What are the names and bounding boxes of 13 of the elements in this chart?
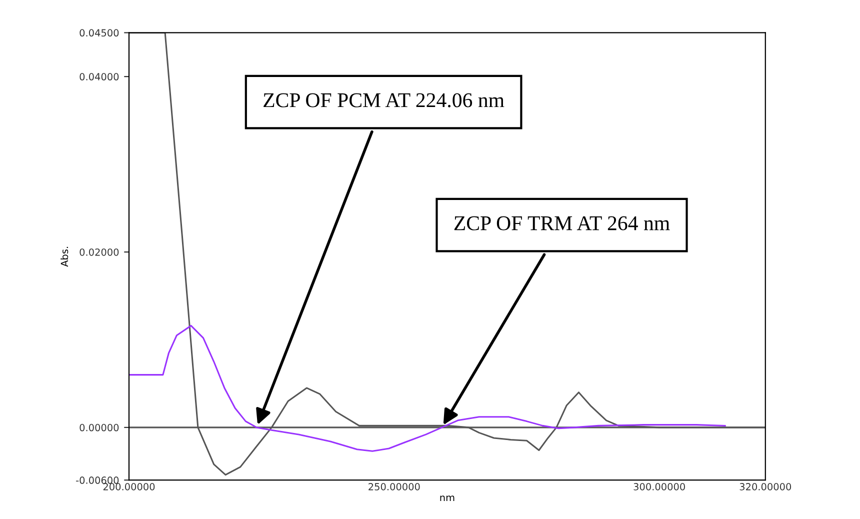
x-axis-title: nm <box>440 496 454 502</box>
y-tick-label: 0.00000 <box>80 424 119 432</box>
x-tick-label: 250.00000 <box>368 483 420 490</box>
y-tick-label: 0.04000 <box>80 73 119 80</box>
x-tick-label: 200.00000 <box>103 483 155 490</box>
annotation: ZCP OF TRM AT 264 nm <box>454 216 670 230</box>
y-tick-label: -0.00600 <box>76 476 119 484</box>
annotation: ZCP OF PCM AT 224.06 nm <box>264 93 504 108</box>
y-axis-title: Abs. <box>60 246 68 267</box>
y-tick-label: 0.02000 <box>80 248 119 256</box>
x-tick-label: 320.00000 <box>740 483 792 490</box>
y-tick-label: 0.04500 <box>80 29 119 37</box>
x-tick-label: 300.00000 <box>634 483 685 490</box>
